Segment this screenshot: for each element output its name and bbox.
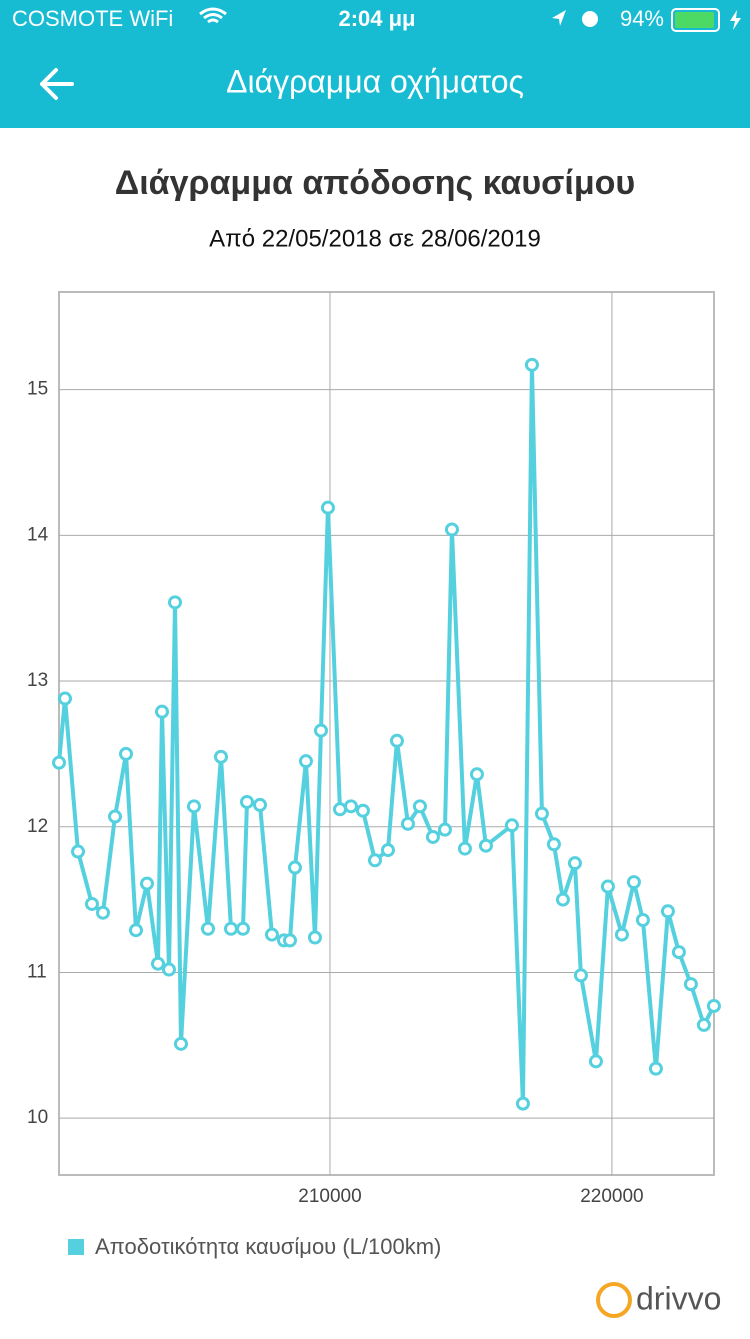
data-point [161,962,176,977]
y-tick-label: 15 [27,379,48,400]
data-point [635,913,650,928]
data-point [683,977,698,992]
y-tick-label: 11 [27,961,47,982]
data-point [118,746,133,761]
chart-subtitle: Από 22/05/2018 σε 28/06/2019 [209,225,541,252]
data-point [588,1054,603,1069]
data-point [200,921,215,936]
data-point [150,956,165,971]
data-point [400,816,415,831]
data-point [626,875,641,890]
data-point [567,856,582,871]
data-point [614,927,629,942]
data-point [298,754,313,769]
data-point [223,921,238,936]
data-point [332,802,347,817]
data-point [107,809,122,824]
x-tick-label: 220000 [580,1186,643,1207]
data-point [380,843,395,858]
x-tick-label: 210000 [298,1186,361,1207]
time: 2:04 μμ [338,6,415,31]
plot-area [58,291,715,1176]
y-tick-label: 14 [27,524,49,545]
logo: drivvo [636,1280,721,1316]
data-point [412,799,427,814]
y-tick-label: 12 [27,816,48,837]
battery-level [675,12,714,28]
y-tick-label: 10 [27,1107,48,1128]
data-point [648,1061,663,1076]
data-point [71,844,86,859]
alarm-icon [582,11,598,27]
data-point [140,876,155,891]
legend-label: Αποδοτικότητα καυσίμου (L/100km) [95,1234,441,1259]
battery-percent: 94% [620,6,664,31]
data-point [437,822,452,837]
data-point [186,799,201,814]
y-tick-label: 13 [27,670,48,691]
data-point [444,522,459,537]
data-point [534,806,549,821]
data-point [235,921,250,936]
data-point [128,923,143,938]
chart-title: Διάγραμμα απόδοσης καυσίμου [115,164,635,202]
data-point [52,755,66,770]
battery-icon [671,8,720,32]
data-point [546,837,561,852]
data-point [671,945,686,960]
data-point [239,794,254,809]
data-point [307,930,322,945]
data-point [504,818,519,833]
legend-swatch [68,1239,84,1255]
location-icon [552,10,566,26]
data-point [173,1036,188,1051]
data-point [58,691,73,706]
data-point [478,838,493,853]
data-point [282,933,297,948]
data-point [155,704,170,719]
data-point [252,797,267,812]
data-point [389,733,404,748]
wifi-icon [199,7,227,24]
data-point [555,892,570,907]
data-point [95,905,110,920]
header-title: Διάγραμμα οχήματος [226,63,524,99]
data-point [515,1096,530,1111]
data-point [367,853,382,868]
data-point [355,803,370,818]
data-point [287,860,302,875]
data-point [213,749,228,764]
data-point [573,968,588,983]
data-point [696,1017,711,1032]
data-point [425,829,440,844]
data-point [313,723,328,738]
data-point [457,841,472,856]
data-point [660,904,675,919]
data-point [706,998,721,1013]
logo-icon [596,1282,632,1318]
back-button[interactable] [40,68,74,100]
data-point [264,927,279,942]
data-point [167,595,182,610]
data-point [343,799,358,814]
charging-icon [730,10,741,30]
app-bar [0,0,750,128]
data-point [600,879,615,894]
carrier: COSMOTE WiFi [12,6,173,31]
data-point [469,767,484,782]
data-point [524,357,539,372]
data-line [57,362,716,1106]
data-point [84,896,99,911]
data-point [320,500,335,515]
